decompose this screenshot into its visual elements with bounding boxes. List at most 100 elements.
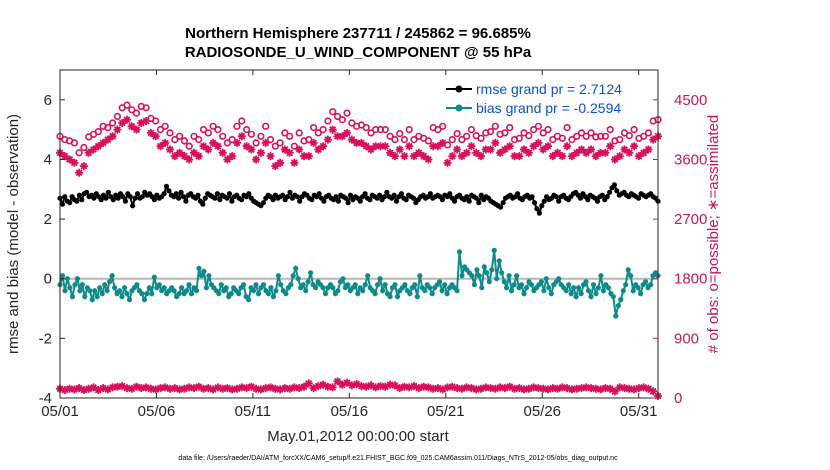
- possible-point: [338, 116, 346, 124]
- assimilated-low-point: [233, 384, 241, 393]
- x-axis-label: May.01,2012 00:00:00 start: [267, 428, 449, 445]
- bias-point: [186, 282, 192, 288]
- assimilated-low-point: [89, 383, 98, 392]
- rmse-point: [553, 194, 559, 200]
- assimilated-point: [70, 158, 79, 167]
- possible-point: [506, 123, 514, 132]
- rmse-point: [439, 197, 446, 203]
- assimilated-point: [309, 138, 318, 147]
- assimilated-low-point: [481, 383, 490, 392]
- assimilated-point: [347, 135, 356, 144]
- assimilated-low-point: [309, 384, 318, 393]
- rmse-point: [200, 201, 206, 207]
- bias-point: [459, 273, 465, 279]
- possible-point: [333, 112, 342, 120]
- possible-point: [573, 132, 581, 140]
- rmse-point: [180, 194, 187, 200]
- rmse-point: [335, 198, 341, 204]
- bias-point: [67, 285, 73, 291]
- possible-point: [238, 117, 246, 125]
- assimilated-low-point: [70, 385, 79, 394]
- assimilated-point: [103, 135, 112, 144]
- assimilated-point: [333, 132, 342, 141]
- bias-point: [543, 276, 549, 282]
- assimilated-low-point: [414, 384, 423, 393]
- rmse-point: [132, 195, 138, 201]
- assimilated-point: [630, 142, 639, 151]
- possible-point: [386, 132, 394, 140]
- bias-point: [620, 288, 626, 294]
- assimilated-point: [634, 152, 643, 161]
- bias-point: [479, 285, 485, 291]
- assimilated-point: [175, 148, 184, 157]
- rmse-point: [226, 191, 233, 197]
- rmse-point: [224, 195, 230, 201]
- bias-point: [198, 273, 204, 279]
- assimilated-low-point: [610, 387, 619, 396]
- possible-point: [228, 136, 236, 144]
- possible-point: [501, 129, 509, 137]
- assimilated-point: [132, 125, 141, 134]
- assimilated-low-point: [328, 383, 337, 392]
- rmse-point: [297, 198, 303, 204]
- rmse-point: [294, 194, 300, 200]
- rmse-point: [62, 194, 68, 200]
- bias-point: [69, 294, 75, 300]
- assimilated-point: [146, 128, 155, 137]
- assimilated-low-point: [347, 381, 356, 390]
- assimilated-low-point: [371, 383, 380, 392]
- bias-point: [124, 291, 130, 297]
- assimilated-point: [563, 142, 572, 151]
- possible-point: [281, 129, 289, 137]
- bias-point: [615, 303, 621, 309]
- assimilated-low-point: [639, 383, 648, 392]
- assimilated-point: [233, 138, 241, 147]
- bias-point: [203, 285, 209, 291]
- assimilated-point: [438, 138, 447, 147]
- assimilated-low-point: [99, 384, 108, 393]
- assimilated-low-point: [367, 381, 375, 390]
- rmse-point: [260, 200, 266, 206]
- assimilated-point: [649, 135, 658, 144]
- assimilated-low-point: [644, 384, 653, 393]
- bias-point: [62, 288, 68, 294]
- possible-point: [161, 122, 169, 130]
- footnote: data file: /Users/raeder/DAI/ATM_forcXX/…: [178, 455, 618, 462]
- bias-point: [541, 288, 547, 294]
- assimilated-low-point: [127, 384, 136, 393]
- assimilated-low-point: [596, 385, 605, 394]
- bias-point: [501, 279, 507, 285]
- assimilated-low-point: [390, 381, 399, 390]
- assimilated-point: [209, 138, 218, 147]
- assimilated-low-point: [166, 384, 174, 393]
- assimilated-point: [237, 132, 246, 141]
- assimilated-low-point: [529, 383, 538, 392]
- assimilated-point: [362, 142, 371, 151]
- bias-point: [583, 279, 589, 285]
- assimilated-point: [433, 142, 442, 151]
- rmse-point: [585, 197, 591, 203]
- rmse-point: [74, 198, 80, 204]
- bias-point: [290, 273, 296, 279]
- assimilated-point: [156, 142, 165, 151]
- assimilated-low-point: [395, 384, 404, 393]
- assimilated-low-point: [108, 383, 117, 392]
- assimilated-low-point: [582, 383, 591, 392]
- assimilated-low-point: [510, 384, 519, 393]
- rmse-point: [427, 191, 433, 197]
- bias-point: [77, 288, 83, 294]
- bias-point: [563, 288, 569, 294]
- bias-point: [270, 294, 276, 300]
- assimilated-low-point: [567, 385, 576, 394]
- possible-point: [391, 136, 399, 144]
- assimilated-point: [271, 162, 280, 171]
- rmse-point: [110, 197, 116, 203]
- plot-area: [60, 70, 658, 398]
- possible-point: [525, 132, 533, 140]
- bias-point: [429, 291, 435, 297]
- rmse-point: [515, 191, 521, 197]
- bias-point: [427, 285, 433, 291]
- bias-point: [149, 291, 155, 297]
- assimilated-point: [127, 122, 136, 131]
- rmse-point: [384, 189, 390, 195]
